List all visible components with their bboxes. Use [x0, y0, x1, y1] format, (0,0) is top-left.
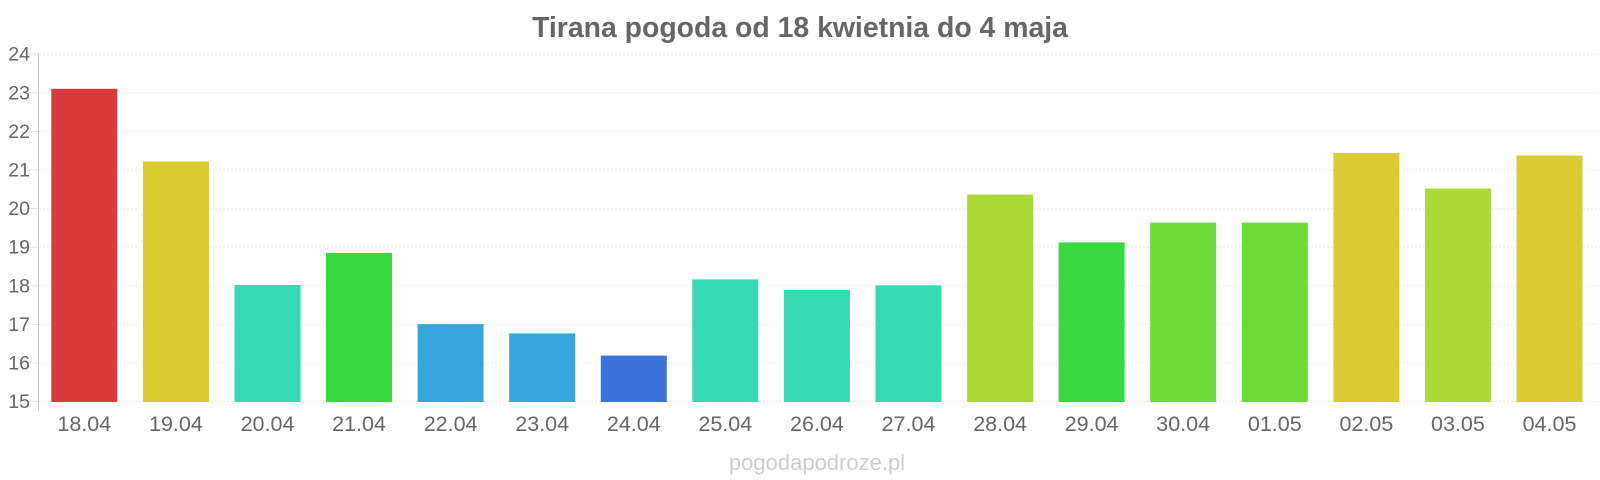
svg-text:03.05: 03.05 [1431, 412, 1485, 436]
svg-text:18.04: 18.04 [57, 412, 111, 436]
svg-text:15: 15 [8, 391, 30, 413]
svg-text:26.04: 26.04 [790, 412, 844, 436]
svg-text:20: 20 [8, 198, 30, 220]
svg-text:24.04: 24.04 [607, 412, 661, 436]
svg-text:19.04: 19.04 [149, 412, 203, 436]
svg-text:02.05: 02.05 [1339, 412, 1393, 436]
svg-text:23.04: 23.04 [515, 412, 569, 436]
svg-text:21: 21 [8, 160, 30, 182]
svg-text:30.04: 30.04 [1156, 412, 1210, 436]
svg-text:21.04: 21.04 [332, 412, 386, 436]
svg-text:23: 23 [8, 82, 30, 104]
svg-text:20.04: 20.04 [241, 412, 295, 436]
svg-text:17: 17 [8, 314, 30, 336]
svg-text:pogodapodroze.pl: pogodapodroze.pl [729, 450, 905, 475]
svg-text:27.04: 27.04 [882, 412, 936, 436]
svg-text:29.04: 29.04 [1065, 412, 1119, 436]
svg-text:28.04: 28.04 [973, 412, 1027, 436]
svg-text:19: 19 [8, 237, 30, 259]
svg-text:25.04: 25.04 [698, 412, 752, 436]
svg-text:18: 18 [8, 275, 30, 297]
svg-text:24: 24 [8, 44, 30, 66]
svg-text:16: 16 [8, 353, 30, 375]
svg-text:22.04: 22.04 [424, 412, 478, 436]
svg-text:Tirana pogoda od 18 kwietnia d: Tirana pogoda od 18 kwietnia do 4 maja [532, 12, 1068, 44]
svg-text:04.05: 04.05 [1523, 412, 1577, 436]
svg-text:22: 22 [8, 121, 30, 143]
svg-text:01.05: 01.05 [1248, 412, 1302, 436]
